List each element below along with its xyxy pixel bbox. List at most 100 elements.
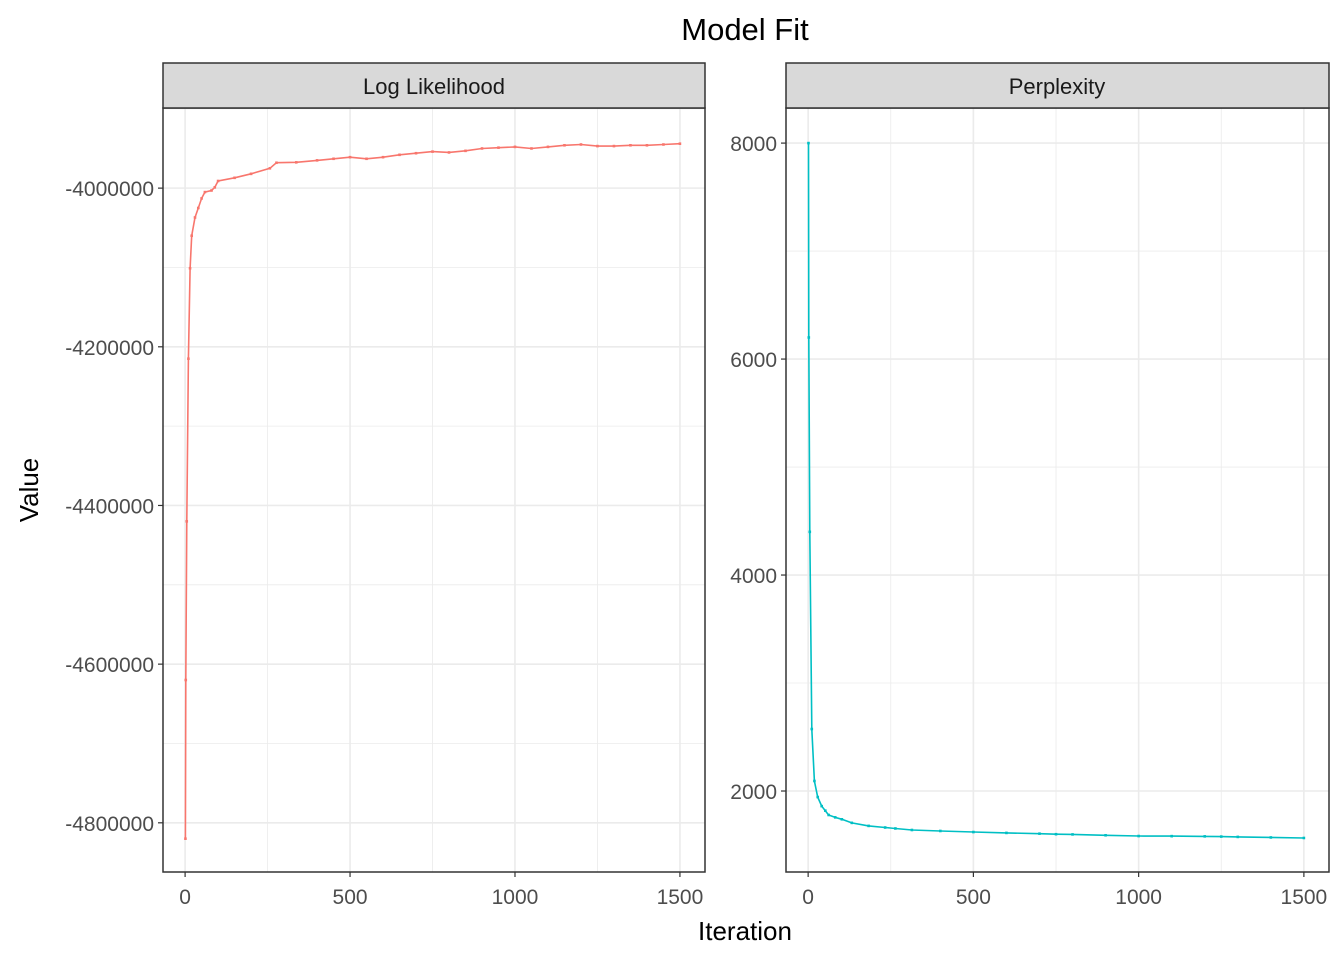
data-point [414, 151, 418, 155]
y-tick-label: 6000 [730, 349, 777, 372]
data-point [210, 189, 213, 192]
data-point [546, 145, 550, 149]
data-point [332, 157, 335, 161]
data-point [315, 159, 319, 162]
data-point [612, 144, 616, 148]
data-point [216, 179, 220, 183]
data-point [1071, 833, 1074, 836]
data-point [294, 161, 298, 164]
data-point [894, 827, 897, 830]
data-point [203, 190, 207, 194]
data-point [275, 161, 278, 165]
data-point [185, 520, 189, 523]
plot-background [786, 108, 1329, 872]
strip-label: Perplexity [1009, 74, 1106, 99]
x-tick-label: 1000 [492, 886, 539, 909]
data-point [188, 266, 192, 270]
data-point [513, 145, 517, 149]
y-tick-label: -4800000 [65, 813, 154, 836]
data-point [939, 829, 942, 833]
data-point [464, 149, 467, 153]
y-axis-label: Value [14, 458, 44, 523]
data-point [563, 143, 566, 147]
data-point [883, 826, 887, 829]
data-point [213, 186, 217, 189]
y-tick-label: 4000 [730, 565, 777, 588]
data-point [193, 216, 197, 219]
y-tick-label: 8000 [730, 133, 777, 156]
x-axis-label: Iteration [698, 916, 792, 946]
data-point [1005, 831, 1008, 835]
data-point [645, 143, 649, 147]
data-point [867, 824, 870, 828]
y-tick-label: -4000000 [65, 178, 154, 201]
data-point [678, 142, 682, 146]
data-point [807, 141, 810, 145]
data-point [1054, 832, 1058, 836]
data-point [1104, 833, 1107, 837]
data-point [820, 804, 823, 808]
data-point [196, 206, 200, 210]
x-tick-label: 1000 [1115, 886, 1162, 909]
x-tick-label: 1500 [1281, 886, 1328, 909]
data-point [1038, 832, 1041, 835]
data-point [827, 813, 830, 817]
data-point [1137, 834, 1140, 838]
data-point [833, 816, 837, 819]
x-tick-label: 0 [179, 886, 191, 909]
panel-log-likelihood: 0 500 1000 1500 -4800000 -4600000 -4400000 -420… [65, 62, 706, 909]
data-point [480, 147, 484, 150]
x-tick-label: 0 [802, 886, 814, 909]
y-tick-label: -4600000 [65, 654, 154, 677]
data-point [808, 530, 812, 534]
data-point [268, 166, 272, 170]
data-point [184, 837, 187, 840]
data-point [530, 147, 533, 150]
data-point [398, 153, 401, 157]
data-point [190, 234, 193, 238]
data-point [1269, 836, 1273, 839]
data-point [365, 157, 368, 161]
x-tick-label: 1500 [657, 886, 704, 909]
data-point [972, 830, 975, 834]
strip-background [162, 62, 706, 109]
y-tick-label: -4400000 [65, 495, 154, 518]
data-point [816, 795, 820, 799]
x-tick-label: 500 [333, 886, 368, 909]
data-point [233, 176, 236, 180]
strip-background [785, 62, 1330, 109]
data-point [824, 809, 827, 812]
data-point [1302, 836, 1306, 840]
data-point [840, 818, 844, 821]
data-point [662, 143, 665, 146]
data-point [447, 151, 451, 154]
plot-background [163, 108, 705, 872]
data-point [850, 821, 854, 825]
data-point [1170, 834, 1173, 838]
data-point [1236, 835, 1240, 839]
data-point [629, 143, 632, 147]
data-point [497, 146, 500, 149]
y-tick-label: 2000 [730, 781, 777, 804]
data-point [187, 357, 190, 360]
data-point [431, 150, 434, 153]
data-point [1219, 835, 1223, 838]
data-point [579, 143, 583, 146]
data-point [910, 828, 914, 832]
data-point [596, 144, 599, 148]
data-point [807, 336, 811, 339]
series-line [807, 143, 1304, 839]
data-point [381, 155, 385, 159]
panel-perplexity: 0 500 1000 1500 2000 4000 6000 8000 Perplexity [730, 62, 1330, 909]
y-tick-label: -4200000 [65, 337, 154, 360]
data-point [184, 678, 188, 682]
data-point [348, 155, 352, 159]
data-point [200, 197, 203, 200]
strip-label: Log Likelihood [363, 74, 505, 99]
data-point [249, 172, 253, 176]
data-point [813, 779, 816, 783]
chart-title: Model Fit [681, 12, 809, 47]
data-point [1203, 835, 1207, 838]
data-point [810, 727, 814, 731]
